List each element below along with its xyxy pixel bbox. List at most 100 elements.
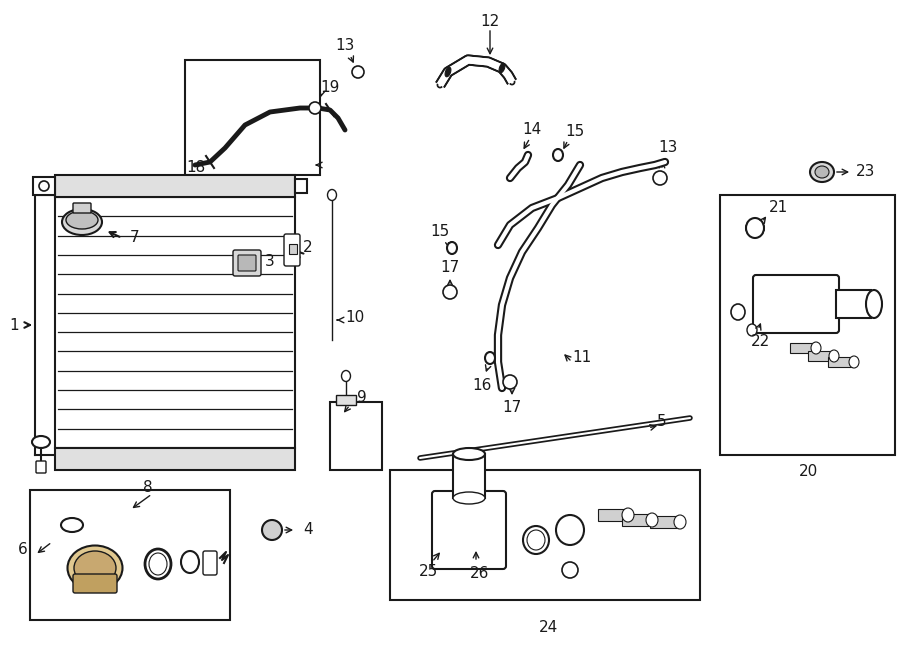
Ellipse shape	[446, 67, 451, 77]
Ellipse shape	[328, 190, 337, 200]
Bar	[622, 514, 650, 526]
Text: 7: 7	[130, 231, 140, 245]
Circle shape	[503, 375, 517, 389]
Ellipse shape	[74, 551, 116, 585]
Text: 23: 23	[856, 165, 876, 180]
Circle shape	[443, 285, 457, 299]
FancyBboxPatch shape	[73, 574, 117, 593]
Ellipse shape	[181, 551, 199, 573]
Bar	[336, 395, 356, 405]
Text: 11: 11	[572, 350, 591, 366]
Ellipse shape	[149, 553, 167, 575]
Text: 15: 15	[430, 225, 450, 239]
FancyBboxPatch shape	[73, 203, 91, 213]
Bar	[808, 351, 832, 361]
Ellipse shape	[527, 530, 545, 550]
Bar	[720, 195, 895, 455]
Text: 17: 17	[440, 260, 460, 276]
Ellipse shape	[66, 211, 98, 229]
Text: 12: 12	[481, 15, 500, 30]
FancyBboxPatch shape	[432, 491, 506, 569]
Circle shape	[562, 562, 578, 578]
Ellipse shape	[731, 304, 745, 320]
Bar	[756, 278, 836, 330]
Ellipse shape	[622, 508, 634, 522]
Ellipse shape	[68, 545, 122, 590]
Bar	[390, 470, 700, 600]
Ellipse shape	[810, 162, 834, 182]
Text: 13: 13	[336, 38, 355, 52]
Ellipse shape	[341, 371, 350, 381]
Bar	[790, 343, 814, 353]
Bar	[55, 448, 295, 470]
Bar	[33, 177, 55, 195]
Bar	[598, 509, 626, 521]
Ellipse shape	[485, 352, 495, 364]
Ellipse shape	[553, 149, 563, 161]
Bar	[836, 290, 871, 318]
Ellipse shape	[866, 290, 882, 318]
Text: 19: 19	[320, 81, 339, 95]
Bar	[650, 516, 678, 528]
Ellipse shape	[32, 436, 50, 448]
FancyBboxPatch shape	[233, 250, 261, 276]
Circle shape	[352, 66, 364, 78]
Bar	[453, 454, 485, 498]
Text: 20: 20	[798, 465, 817, 479]
Text: 6: 6	[18, 543, 28, 557]
Ellipse shape	[674, 515, 686, 529]
FancyBboxPatch shape	[36, 461, 46, 473]
Ellipse shape	[747, 324, 757, 336]
Bar	[435, 494, 503, 566]
Ellipse shape	[815, 166, 829, 178]
Bar	[30, 490, 230, 620]
FancyBboxPatch shape	[284, 234, 300, 266]
Bar	[295, 179, 307, 193]
Text: 18: 18	[186, 161, 205, 176]
Text: 24: 24	[538, 621, 558, 635]
Text: 4: 4	[303, 522, 313, 537]
Circle shape	[746, 219, 764, 237]
Circle shape	[653, 171, 667, 185]
Ellipse shape	[453, 492, 485, 504]
Ellipse shape	[145, 549, 171, 579]
Ellipse shape	[556, 515, 584, 545]
Circle shape	[309, 102, 321, 114]
Text: 16: 16	[472, 377, 491, 393]
Text: 26: 26	[471, 566, 490, 582]
FancyBboxPatch shape	[238, 255, 256, 271]
Ellipse shape	[447, 242, 457, 254]
Text: 9: 9	[357, 391, 367, 405]
Text: 25: 25	[418, 564, 437, 580]
Text: 3: 3	[266, 254, 274, 270]
Circle shape	[39, 181, 49, 191]
Text: 10: 10	[346, 311, 365, 325]
Text: 2: 2	[303, 241, 313, 256]
Text: 5: 5	[657, 414, 667, 430]
Bar	[55, 197, 295, 448]
Text: 21: 21	[769, 200, 788, 215]
Text: 1: 1	[9, 317, 19, 332]
Ellipse shape	[62, 209, 102, 235]
Ellipse shape	[500, 63, 505, 73]
Bar	[828, 357, 852, 367]
Ellipse shape	[61, 518, 83, 532]
Ellipse shape	[453, 448, 485, 460]
Ellipse shape	[811, 342, 821, 354]
Text: 13: 13	[658, 141, 678, 155]
Bar	[185, 60, 320, 175]
Ellipse shape	[523, 526, 549, 554]
FancyBboxPatch shape	[289, 244, 297, 254]
Bar	[330, 402, 382, 470]
Ellipse shape	[646, 513, 658, 527]
FancyBboxPatch shape	[203, 551, 217, 575]
FancyBboxPatch shape	[753, 275, 839, 333]
Ellipse shape	[746, 218, 764, 238]
Text: 15: 15	[565, 124, 585, 139]
Text: 17: 17	[502, 401, 522, 416]
Ellipse shape	[829, 350, 839, 362]
Text: 22: 22	[751, 334, 770, 350]
Circle shape	[262, 520, 282, 540]
Bar	[55, 175, 295, 197]
Text: 14: 14	[522, 122, 542, 137]
